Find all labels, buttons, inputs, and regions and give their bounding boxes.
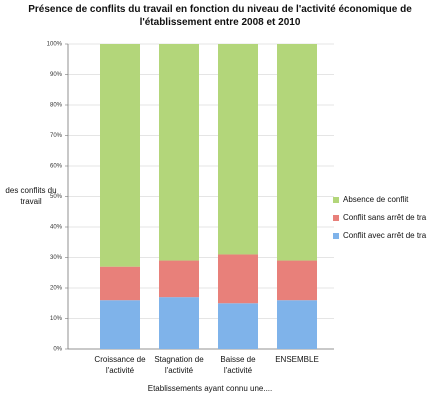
legend-label: Absence de conflit	[343, 195, 409, 204]
bar-segment	[100, 44, 140, 267]
y-tick-label: 100%	[47, 42, 63, 48]
y-tick-label: 50%	[50, 194, 63, 200]
x-axis-label: Etablissements ayant connu une....	[147, 384, 273, 393]
y-tick-label: 60%	[50, 164, 63, 170]
bar-segment	[218, 44, 258, 255]
x-tick-label: Croissance de l'activité	[94, 355, 146, 375]
y-tick-label: 90%	[50, 72, 63, 78]
bar-segment	[277, 260, 317, 301]
legend-label: Conflit sans arrêt de tra	[343, 213, 427, 222]
y-axis-label: des conflits du travail	[5, 186, 57, 206]
bar-segment	[100, 266, 140, 301]
y-tick-label: 80%	[50, 103, 63, 109]
x-tick-label: Baisse de l'activité	[220, 355, 256, 375]
bar-segment	[100, 300, 140, 349]
chart-title: Présence de conflits du travail en fonct…	[28, 4, 412, 28]
bar-segment	[159, 297, 199, 349]
x-tick-label: ENSEMBLE	[275, 355, 319, 364]
legend-label: Conflit avec arrêt de tra	[343, 231, 427, 240]
x-tick-label: Stagnation de l'activité	[154, 355, 204, 375]
y-tick-label: 70%	[50, 133, 63, 139]
bar-segment	[159, 260, 199, 298]
bar-segment	[218, 254, 258, 304]
y-tick-label: 40%	[50, 225, 63, 231]
legend-swatch	[333, 215, 339, 221]
legend-swatch	[333, 233, 339, 239]
bar-segment	[277, 44, 317, 261]
y-tick-label: 10%	[50, 316, 63, 322]
y-tick-label: 20%	[50, 286, 63, 292]
legend-swatch	[333, 197, 339, 203]
bar-segment	[218, 303, 258, 349]
y-tick-label: 0%	[53, 347, 62, 353]
y-tick-label: 30%	[50, 255, 63, 261]
bar-segment	[159, 44, 199, 261]
bar-segment	[277, 300, 317, 349]
